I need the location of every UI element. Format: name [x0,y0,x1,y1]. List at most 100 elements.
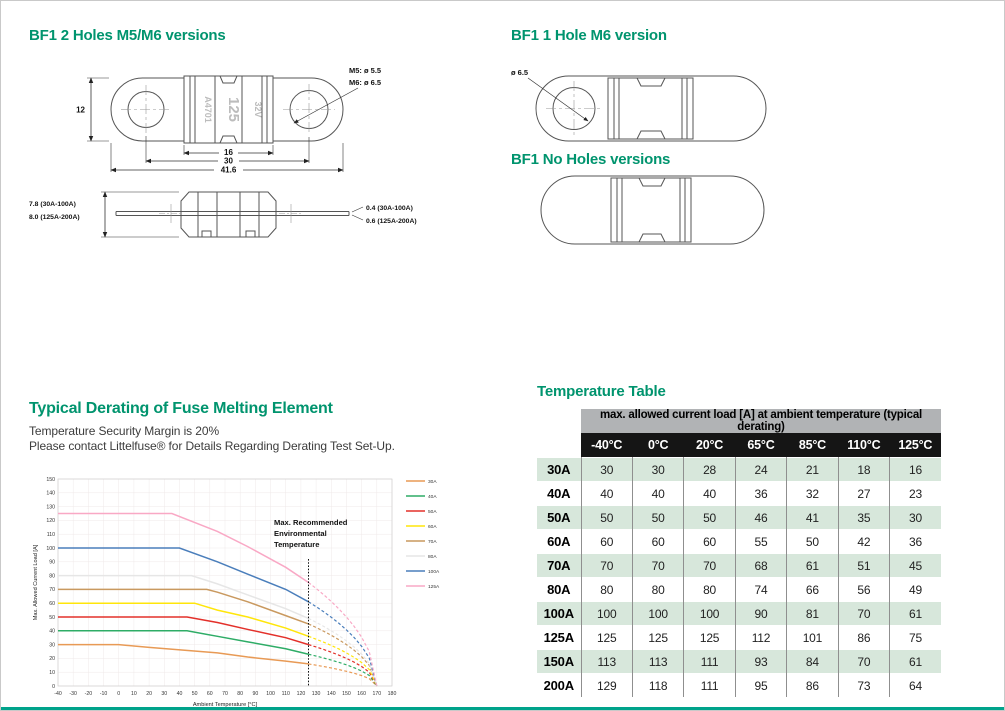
table-cell: 100 [683,601,736,626]
table-corner [537,409,581,433]
series-dashed-125A [308,582,378,687]
table-cell: 70 [837,601,890,626]
x-tick-label: 0 [117,691,120,697]
table-row: 50A 50 50 50 46 41 35 30 [537,505,941,530]
y-tick-label: 130 [46,504,55,510]
legend-label-50A: 50A [428,509,437,515]
table-temp-header: -40°C [581,433,633,458]
derating-note-2: Please contact Littelfuse® for Details R… [29,439,395,453]
table-cell: 68 [734,553,787,578]
legend-label-60A: 60A [428,524,437,530]
table-row: 125A 125 125 125 112 101 86 75 [537,625,941,650]
fuse-side-view [115,191,350,238]
table-cell: 42 [837,529,890,554]
series-dashed-50A [308,644,378,687]
table-cell: 60 [683,529,736,554]
callout-m5: M5: ø 5.5 [349,66,381,75]
callout-hole-dia: ø 6.5 [511,68,528,77]
table-cell: 111 [683,649,736,674]
x-tick-label: 80 [237,691,243,697]
fuse-1hole-drawing: ø 6.5 [511,68,767,142]
blade-centermarks [159,204,303,223]
row-label: 100A [543,606,574,621]
table-cell: 81 [786,601,839,626]
row-label: 200A [543,678,574,693]
title-no-holes: BF1 No Holes versions [511,151,671,168]
table-cell: 86 [837,625,890,650]
derating-note-1: Temperature Security Margin is 20% [29,424,220,438]
dim-block-label: 16 [224,148,233,157]
table-cell: 84 [786,649,839,674]
y-tick-label: 40 [49,629,55,635]
x-tick-label: 50 [192,691,198,697]
table-cell: 55 [734,529,787,554]
table-cell: 100 [580,601,633,626]
table-row: 80A 80 80 80 74 66 56 49 [537,577,941,602]
table-cell: 40 [580,481,633,506]
fuse-marking-part: A4701 [203,96,213,123]
table-cell: 61 [889,649,941,674]
legend-label-70A: 70A [428,539,437,545]
table-cell: 16 [889,457,941,482]
legend-label-100A: 100A [428,569,440,575]
table-temp-header: 110°C [838,433,890,458]
table-cell: 35 [837,505,890,530]
table-cell: 28 [683,457,736,482]
dim-blade-thickness [351,206,364,221]
x-tick-label: 100 [266,691,275,697]
x-tick-label: 40 [177,691,183,697]
table-cell: 86 [786,673,839,697]
table-row: 60A 60 60 60 55 50 42 36 [537,529,941,554]
table-cell: 60 [580,529,633,554]
table-cell: 113 [580,649,633,674]
table-temp-header: 20°C [683,433,736,458]
dim-blade-1: 0.4 (30A-100A) [366,205,413,212]
series-50A [58,616,309,646]
y-tick-label: 80 [49,573,55,579]
table-cell: 95 [734,673,787,697]
row-label: 40A [547,486,571,501]
callout-leader [293,87,359,124]
temperature-table: max. allowed current load [A] at ambient… [537,409,941,697]
y-tick-label: 0 [52,684,55,690]
table-cell: 125 [580,625,633,650]
table-cell: 30 [580,457,633,482]
hole-centerlines [546,81,602,136]
table-cell: 50 [786,529,839,554]
table-cell: 93 [734,649,787,674]
table-cell: 40 [683,481,736,506]
plot-border [57,478,393,687]
table-cell: 46 [734,505,787,530]
x-tick-label: 90 [252,691,258,697]
y-tick-label: 120 [46,518,55,524]
x-tick-label: 110 [282,691,290,697]
table-cell: 30 [889,505,941,530]
table-cell: 75 [889,625,941,650]
series-60A [58,602,309,638]
table-cell: 60 [631,529,684,554]
table-cell: 101 [786,625,839,650]
dim-height-label: 12 [76,106,85,115]
table-cell: 18 [837,457,890,482]
row-label: 50A [547,510,571,525]
legend-label-125A: 125A [428,584,440,590]
row-label: 60A [547,534,571,549]
y-tick-label: 20 [49,656,55,662]
table-cell: 51 [837,553,890,578]
annotation-line: Temperature [274,540,319,549]
table-row: 150A 113 113 111 93 84 70 61 [537,649,941,674]
legend-label-80A: 80A [428,554,437,560]
callout-leader [527,77,589,122]
page-footer-bar [1,707,1004,710]
table-temp-header: 65°C [735,433,787,458]
y-tick-label: 70 [49,587,55,593]
table-cell: 118 [631,673,684,697]
callout-m6: M6: ø 6.5 [349,78,381,87]
table-cell: 125 [683,625,736,650]
row-label: 150A [543,654,574,669]
table-cell: 80 [580,577,633,602]
table-temp-header: 85°C [786,433,839,458]
table-temp-header: 0°C [632,433,684,458]
series-dashed-40A [308,653,378,687]
